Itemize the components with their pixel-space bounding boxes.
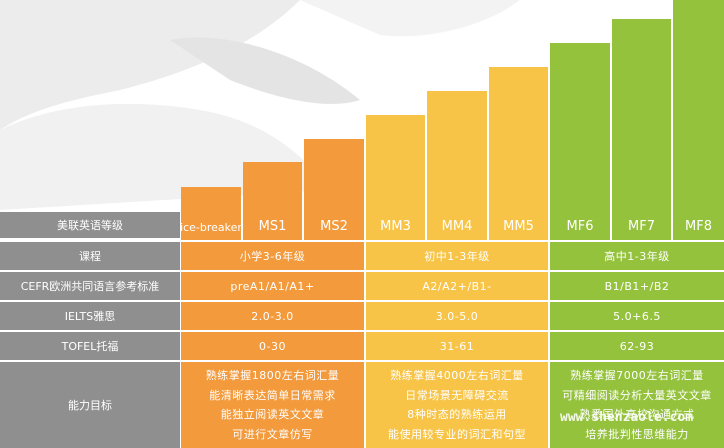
ability-item: 能独立阅读英文文章 <box>220 408 325 422</box>
row-label-cefr: CEFR欧洲共同语言参考标准 <box>0 272 180 302</box>
ielts-senior: 5.0+6.5 <box>550 302 724 332</box>
ability-item: 8种时态的熟练运用 <box>407 408 507 422</box>
ability-item: 能使用较专业的词汇和句型 <box>388 427 526 441</box>
ability-junior: 熟练掌握4000左右词汇量 日常场景无障碍交流 8种时态的熟练运用 能使用较专业… <box>366 362 548 448</box>
toefl-junior: 31-61 <box>366 332 548 362</box>
course-junior: 初中1-3年级 <box>366 242 548 272</box>
course-senior: 高中1-3年级 <box>550 242 724 272</box>
toefl-primary: 0-30 <box>181 332 364 362</box>
level-mm3: MM3 <box>366 115 425 240</box>
ability-item: 熟练掌握7000左右词汇量 <box>570 369 704 383</box>
cefr-primary: preA1/A1/A1+ <box>181 272 364 302</box>
ability-item: 可精细阅读分析大量英文文章 <box>562 388 712 402</box>
row-label-toefl: TOFEL托福 <box>0 332 180 362</box>
level-ms2: MS2 <box>304 139 364 240</box>
ability-senior: 熟练掌握7000左右词汇量 可精细阅读分析大量英文文章 熟悉国外高校沟通方式 培… <box>550 362 724 448</box>
row-label-ability: 能力目标 <box>0 362 180 448</box>
ability-item: 熟练掌握1800左右词汇量 <box>205 369 340 383</box>
cefr-junior: A2/A2+/B1- <box>366 272 548 302</box>
level-mf8: MF8 <box>673 0 724 240</box>
level-ice-breaker: ice-breaker <box>181 187 241 240</box>
level-mm4: MM4 <box>427 91 487 240</box>
level-mm5: MM5 <box>489 67 548 240</box>
cefr-senior: B1/B1+/B2 <box>550 272 724 302</box>
course-primary: 小学3-6年级 <box>181 242 364 272</box>
ielts-junior: 3.0-5.0 <box>366 302 548 332</box>
watermark-text: www.shenzaole.com <box>560 410 694 425</box>
ability-item: 日常场景无障碍交流 <box>405 388 509 402</box>
ability-item: 培养批判性思维能力 <box>585 427 689 441</box>
ielts-primary: 2.0-3.0 <box>181 302 364 332</box>
level-header-label: 美联英语等级 <box>0 212 180 240</box>
row-label-ielts: IELTS雅思 <box>0 302 180 332</box>
level-ms1: MS1 <box>243 162 302 240</box>
level-mf6: MF6 <box>550 43 610 240</box>
ability-item: 熟悉国外高校沟通方式 <box>579 408 695 422</box>
ability-item: 能清晰表达简单日常需求 <box>209 388 336 402</box>
level-mf7: MF7 <box>612 19 671 240</box>
ability-item: 可进行文章仿写 <box>232 427 313 441</box>
row-label-course: 课程 <box>0 242 180 272</box>
ability-primary: 熟练掌握1800左右词汇量 能清晰表达简单日常需求 能独立阅读英文文章 可进行文… <box>181 362 364 448</box>
ability-item: 熟练掌握4000左右词汇量 <box>390 369 524 383</box>
toefl-senior: 62-93 <box>550 332 724 362</box>
